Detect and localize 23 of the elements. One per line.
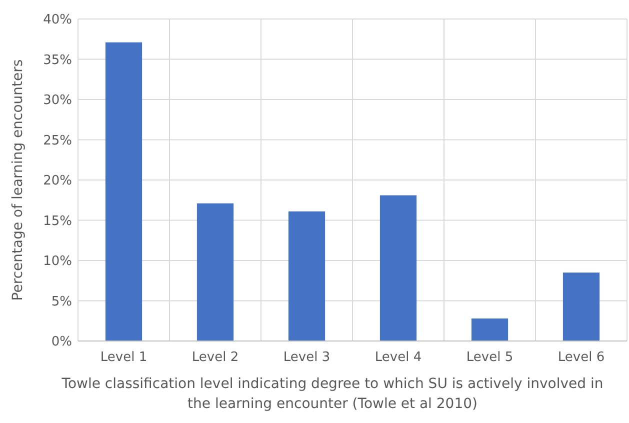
x-tick-label: Level 1 — [100, 350, 148, 365]
bar — [196, 203, 234, 341]
y-tick-label: 40% — [43, 12, 72, 28]
bar — [471, 318, 508, 341]
y-axis-title: Percentage of learning encounters — [10, 59, 26, 301]
y-tick-label: 20% — [43, 174, 72, 189]
y-tick-label: 10% — [43, 254, 72, 270]
y-tick-label: 30% — [43, 93, 72, 108]
x-tick-label: Level 6 — [558, 350, 605, 365]
bar — [105, 42, 142, 341]
bar — [288, 211, 326, 341]
x-tick-label: Level 5 — [466, 350, 514, 365]
bar — [562, 272, 600, 341]
bar — [380, 195, 417, 341]
x-tick-label: Level 3 — [283, 350, 330, 365]
y-tick-label: 0% — [51, 334, 72, 350]
x-tick-label: Level 2 — [192, 350, 239, 365]
y-tick-label: 25% — [43, 133, 72, 148]
y-tick-label: 5% — [51, 294, 72, 310]
y-tick-label: 35% — [43, 52, 72, 68]
y-tick-label: 15% — [43, 214, 72, 229]
x-axis-title: Towle classification level indicating degree to which SU is actively involved in the learning encounter (Towle et al 2010) — [60, 376, 604, 412]
x-tick-label: Level 4 — [374, 350, 422, 365]
